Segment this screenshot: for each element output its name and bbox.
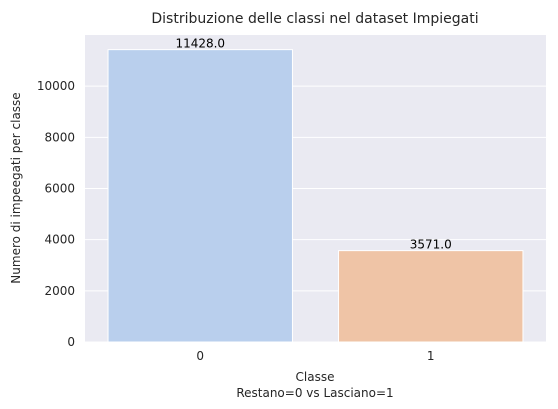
y-tick-label: 0 (67, 335, 75, 349)
y-tick-label: 10000 (37, 79, 75, 93)
x-axis-label: Classe (296, 370, 335, 384)
bar-value-label: 3571.0 (410, 238, 452, 252)
bars (107, 49, 524, 343)
y-tick-label: 4000 (44, 233, 75, 247)
bar-value-label: 11428.0 (175, 37, 225, 51)
y-tick-label: 6000 (44, 182, 75, 196)
y-axis-label: Numero di impeegati per classe (9, 92, 23, 283)
y-tick-label: 2000 (44, 284, 75, 298)
chart-title: Distribuzione delle classi nel dataset I… (151, 11, 478, 27)
x-tick-label: 0 (196, 349, 204, 363)
bar-1 (338, 250, 524, 343)
data-labels: 11428.0 3571.0 (175, 37, 451, 252)
x-tick-label: 1 (427, 349, 435, 363)
bar-0 (107, 49, 293, 343)
y-tick-labels: 0 2000 4000 6000 8000 10000 (37, 79, 75, 349)
x-axis-label-subtitle: Restano=0 vs Lasciano=1 (236, 386, 393, 400)
y-tick-label: 8000 (44, 130, 75, 144)
